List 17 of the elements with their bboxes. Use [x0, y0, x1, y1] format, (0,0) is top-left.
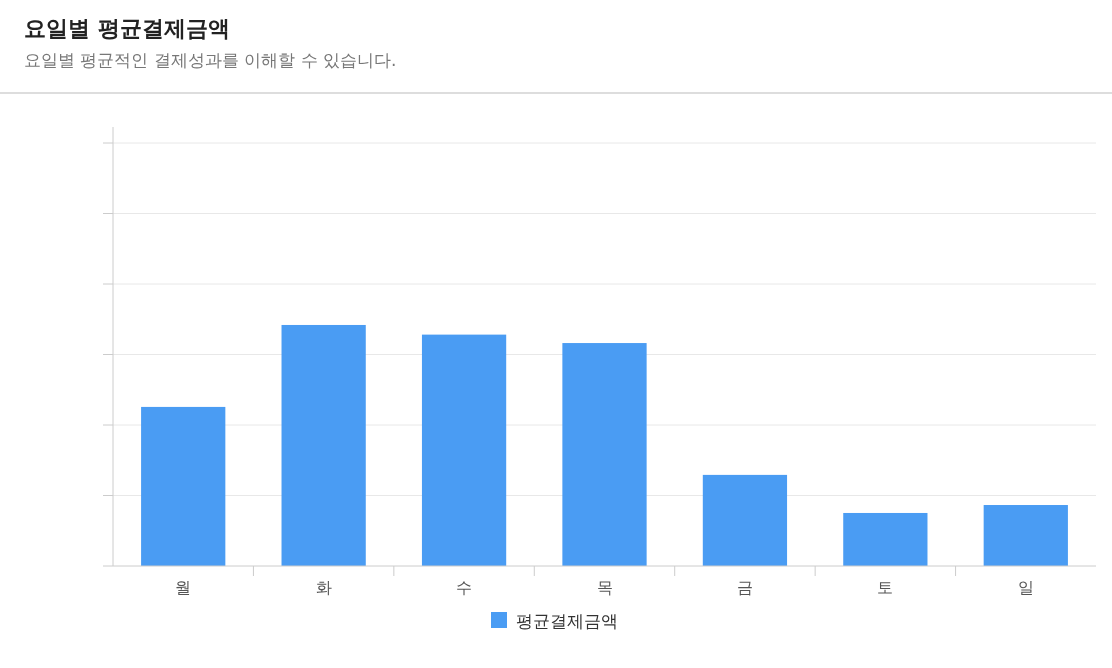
x-tick-label: 일 — [1017, 578, 1034, 597]
bar — [421, 334, 507, 566]
bar — [702, 474, 788, 566]
x-tick-label: 수 — [456, 578, 473, 597]
legend-label: 평균결제금액 — [516, 611, 618, 631]
bar — [843, 512, 928, 566]
bar — [281, 324, 366, 566]
x-tick-label: 화 — [315, 578, 332, 597]
x-tick-label: 토 — [877, 578, 894, 597]
bar — [141, 406, 226, 566]
chart-subtitle: 요일별 평균적인 결제성과를 이해할 수 있습니다. — [24, 50, 397, 70]
bar — [562, 343, 647, 566]
x-tick-label: 목 — [596, 578, 613, 597]
x-tick-label: 월 — [175, 578, 192, 597]
chart-title: 요일별 평균결제금액 — [24, 16, 230, 41]
bar — [983, 505, 1068, 566]
x-tick-label: 금 — [736, 578, 753, 597]
